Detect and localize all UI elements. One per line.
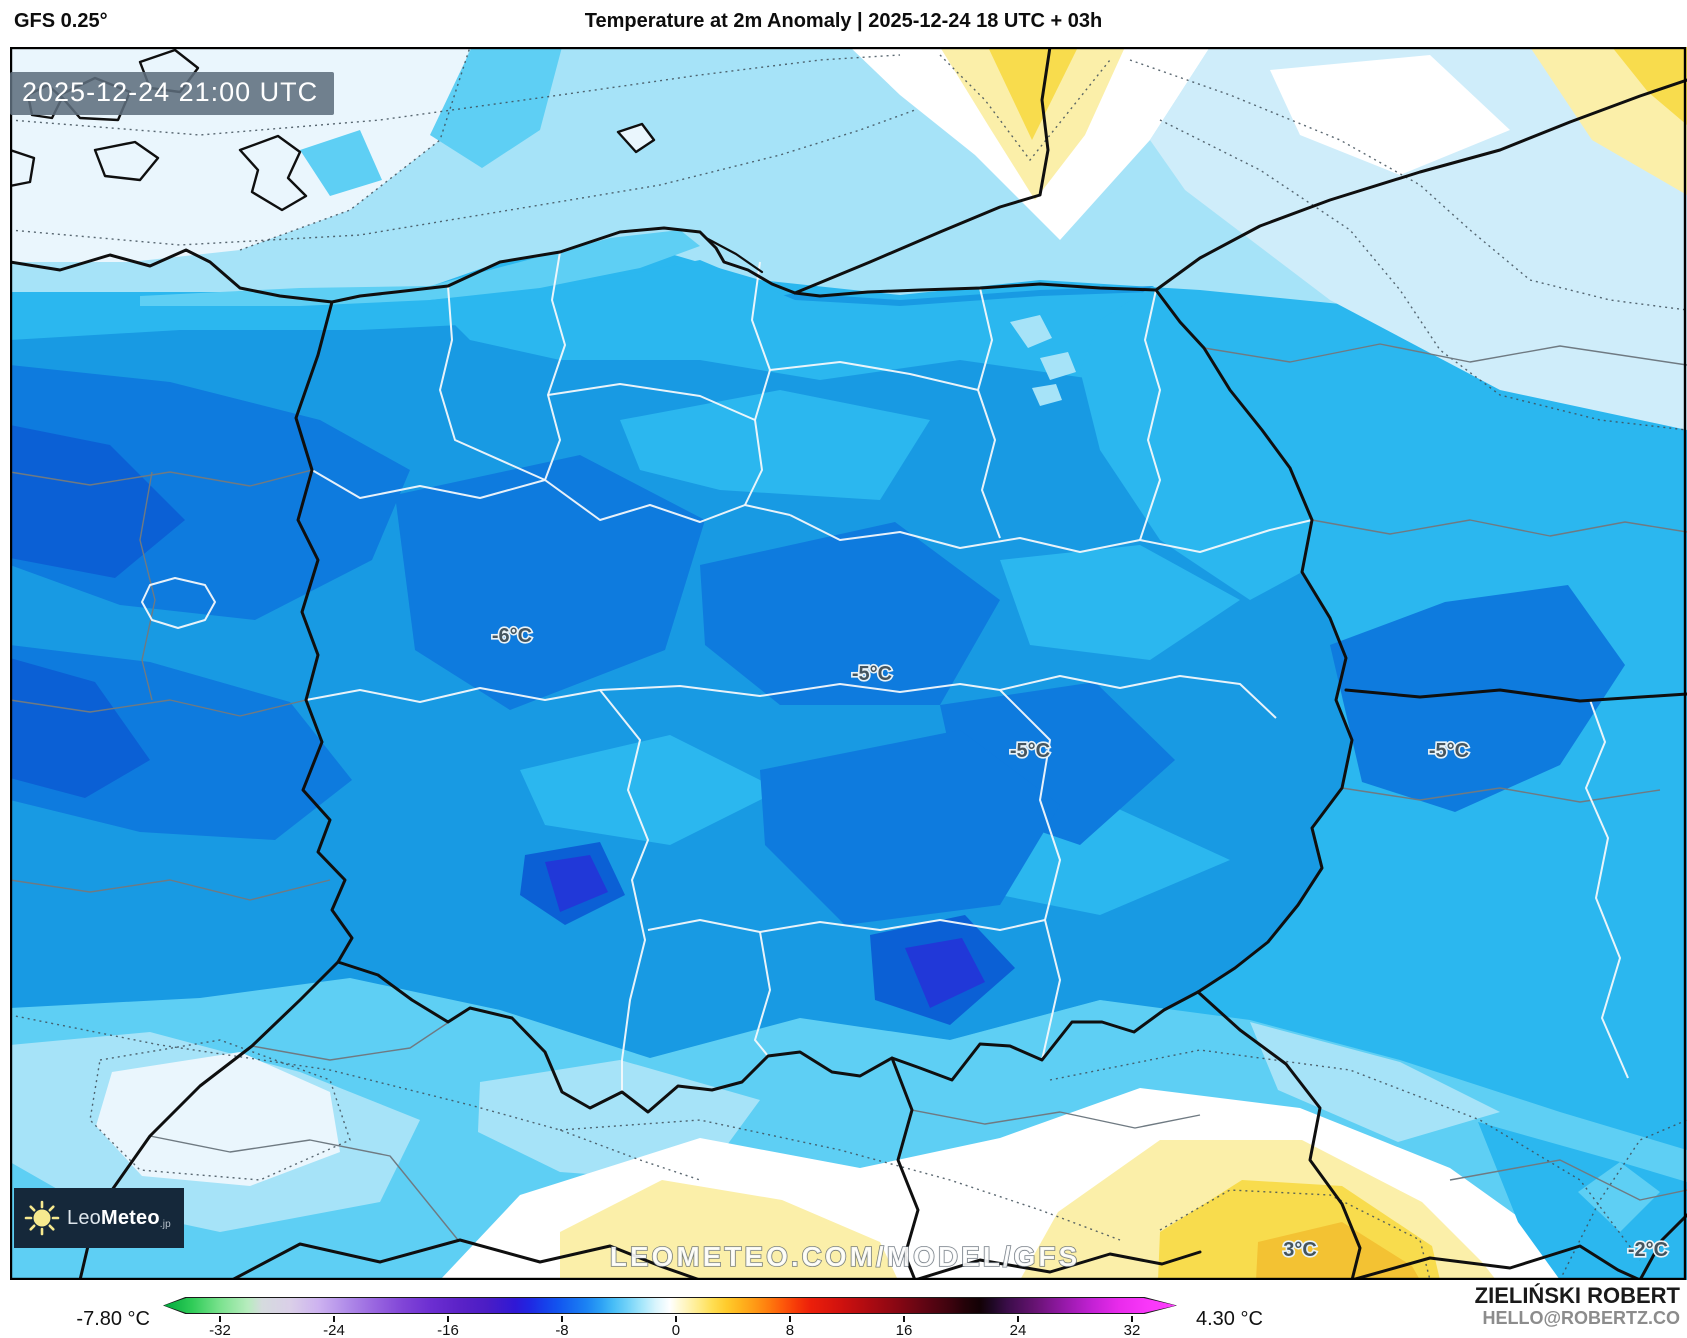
colorbar-max-label: 4.30 °C: [1196, 1308, 1263, 1330]
colorbar: [163, 1297, 1177, 1314]
credits: ZIELIŃSKI ROBERT HELLO@ROBERTZ.CO: [1475, 1283, 1680, 1329]
colorbar-tick: [1130, 1316, 1133, 1322]
map-value-label: -5°C: [852, 663, 892, 685]
model-label: GFS 0.25°: [14, 10, 108, 32]
colorbar-tick: [674, 1316, 677, 1322]
colorbar-tick: [1016, 1316, 1019, 1322]
colorbar-tick: [788, 1316, 791, 1322]
timestamp-overlay: 2025-12-24 21:00 UTC: [10, 72, 335, 115]
colorbar-tick-label: 16: [895, 1322, 913, 1338]
value-labels: -6°C -5°C -5°C -5°C 3°C -2°C: [490, 623, 1669, 1262]
colorbar-tick-label: 32: [1123, 1322, 1141, 1338]
map-value-label: -5°C: [1010, 740, 1050, 762]
colorbar-gradient: [164, 1298, 1176, 1313]
author-name: ZIELIŃSKI ROBERT: [1474, 1283, 1680, 1308]
logo-word-bold: Meteo: [100, 1206, 160, 1229]
colorbar-ticks: -32 -24 -16 -8 0 8 16 24 32: [163, 1297, 1177, 1338]
map-value-label: -2°C: [1628, 1239, 1668, 1261]
colorbar-tick: [902, 1316, 905, 1322]
colorbar-tick-label: -32: [209, 1322, 231, 1338]
map-value-label: 3°C: [1283, 1239, 1317, 1261]
leometeo-logo: LeoMeteo.jp: [14, 1188, 184, 1248]
colorbar-min-label: -7.80 °C: [76, 1308, 150, 1330]
logo-text: LeoMeteo.jp: [67, 1207, 171, 1230]
watermark: LEOMETEO.COM/MODEL/GFS: [610, 1241, 1080, 1272]
colorbar-tick: [446, 1316, 449, 1322]
colorbar-tick-label: -24: [323, 1322, 345, 1338]
map-value-label: -6°C: [492, 625, 532, 647]
logo-suffix: .jp: [159, 1218, 171, 1230]
colorbar-tick-label: 0: [671, 1322, 681, 1338]
colorbar-tick-label: 8: [785, 1322, 795, 1338]
logo-word-light: Leo: [67, 1206, 101, 1229]
fill-regions: [10, 47, 1687, 1280]
map-value-label: -5°C: [1429, 740, 1469, 762]
colorbar-tick-label: -8: [555, 1322, 569, 1338]
contour-lines: [10, 47, 1687, 1280]
colorbar-tick: [332, 1316, 335, 1322]
colorbar-tick: [218, 1316, 221, 1322]
admin-borders: [10, 343, 1687, 1241]
colorbar-tick-label: 24: [1009, 1322, 1027, 1338]
page-title: Temperature at 2m Anomaly | 2025-12-24 1…: [584, 10, 1103, 32]
sun-icon: [24, 1200, 60, 1236]
colorbar-tick: [560, 1316, 563, 1322]
voivodeship-borders: [141, 251, 1629, 1092]
colorbar-tick-label: -16: [437, 1322, 459, 1338]
anomaly-map-svg: -6°C -5°C -5°C -5°C 3°C -2°C LEOMETEO.COM/MOD…: [10, 47, 1687, 1280]
map-frame: [10, 47, 1687, 1280]
author-contact: HELLO@ROBERTZ.CO: [1482, 1308, 1680, 1329]
